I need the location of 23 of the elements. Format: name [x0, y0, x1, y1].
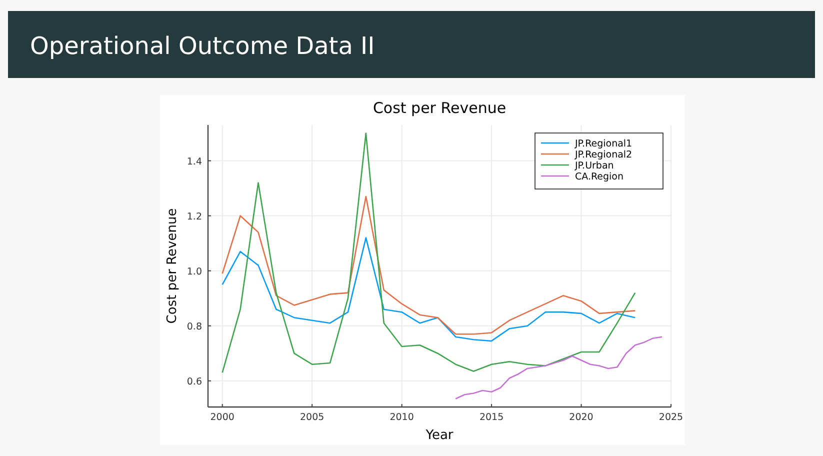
y-tick-label: 0.6	[186, 376, 202, 388]
line-series	[222, 237, 636, 342]
line-series	[222, 132, 636, 374]
x-tick-label: 2010	[390, 412, 414, 423]
y-tick-label: 0.8	[186, 321, 202, 332]
y-axis-title: Cost per Revenue	[165, 208, 180, 324]
line-series	[222, 196, 636, 335]
line-series	[455, 336, 663, 400]
x-tick-label: 2015	[479, 412, 504, 423]
x-tick-label: 2000	[210, 412, 234, 423]
legend-label: JP.Regional2	[574, 150, 632, 160]
y-tick-label: 1.0	[186, 266, 202, 278]
x-tick-label: 2020	[569, 412, 594, 423]
legend-label: JP.Regional1	[574, 138, 632, 150]
x-axis-title: Year	[424, 428, 454, 443]
chart-title: Operational Outcome Data II	[30, 32, 375, 60]
x-tick-label: 2025	[658, 412, 684, 423]
chart-subtitle: Cost per Revenue	[372, 99, 506, 117]
legend-label: JP.Urban	[574, 160, 614, 172]
y-tick-label: 1.2	[186, 211, 202, 222]
x-tick-label: 2005	[300, 412, 324, 423]
legend-label: CA.Region	[575, 172, 624, 182]
y-tick-label: 1.4	[186, 156, 202, 168]
